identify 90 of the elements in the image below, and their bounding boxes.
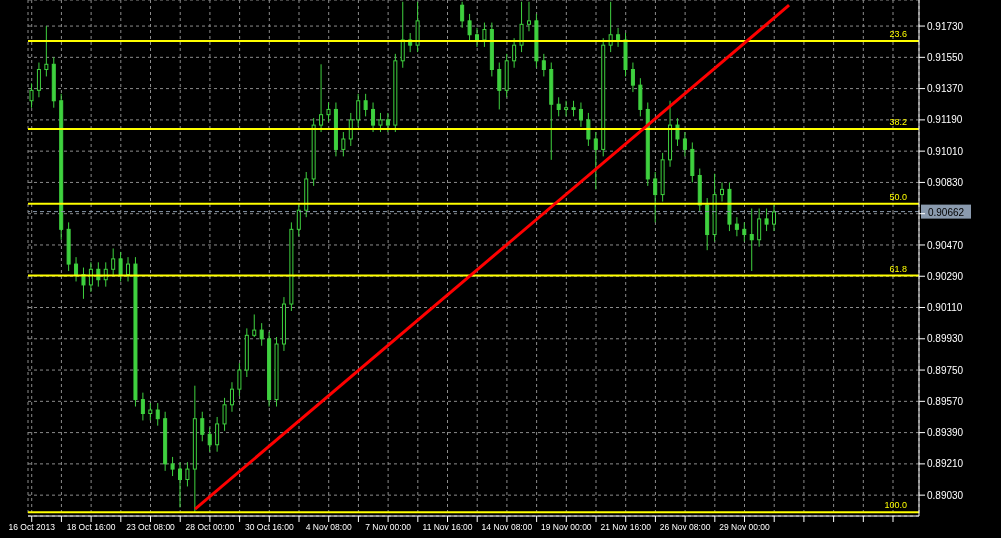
candlestick xyxy=(764,207,769,232)
candlestick xyxy=(363,93,368,117)
annotation: 50.0 xyxy=(889,191,907,202)
candlestick xyxy=(118,251,123,282)
x-tick-label: 28 Oct 00:00 xyxy=(185,522,235,533)
candlestick xyxy=(616,27,621,48)
candlestick xyxy=(126,256,131,282)
candlestick xyxy=(111,247,116,277)
candlestick xyxy=(586,112,591,147)
candlestick xyxy=(630,62,635,93)
candlestick xyxy=(170,456,175,477)
y-tick-label: 0.90470 xyxy=(927,239,964,251)
candlestick xyxy=(178,461,182,508)
candlestick xyxy=(734,216,739,237)
candlestick xyxy=(378,112,383,133)
candlestick xyxy=(541,53,546,77)
candlestick xyxy=(229,381,234,413)
x-tick-label: 14 Nov 08:00 xyxy=(481,522,533,533)
y-tick-label: 0.89030 xyxy=(927,489,964,501)
y-tick-label: 0.89390 xyxy=(927,427,964,439)
x-tick-label: 26 Nov 08:00 xyxy=(659,522,711,533)
candlestick xyxy=(81,267,86,300)
candlestick xyxy=(237,362,242,397)
x-tick-label: 21 Nov 16:00 xyxy=(600,522,652,533)
annotation: 23.6 xyxy=(889,29,907,39)
y-tick-label: 0.89570 xyxy=(927,395,964,407)
candlestick xyxy=(259,322,264,347)
candlestick xyxy=(36,62,41,98)
y-tick-label: 0.90290 xyxy=(927,270,964,282)
candlestick xyxy=(74,256,79,282)
y-tick-label: 0.89750 xyxy=(927,364,964,376)
candlestick xyxy=(757,207,762,248)
candlestick xyxy=(772,204,776,232)
y-tick-label: 0.89930 xyxy=(927,333,964,345)
annotation: 100.0 xyxy=(884,500,907,511)
candlestick xyxy=(207,426,212,453)
x-tick-label: 11 Nov 16:00 xyxy=(422,522,473,533)
candlestick xyxy=(653,171,658,223)
y-tick-label: 0.89210 xyxy=(927,458,964,470)
candlestick xyxy=(475,27,479,48)
y-tick-label: 0.91550 xyxy=(927,51,964,63)
x-tick-label: 30 Oct 16:00 xyxy=(244,522,294,533)
x-tick-label: 16 Oct 2013 xyxy=(8,522,56,533)
x-tick-label: 23 Oct 08:00 xyxy=(126,522,176,533)
candlestick xyxy=(593,131,598,190)
candlestick xyxy=(482,22,487,48)
candlestick xyxy=(460,1,465,29)
candlestick xyxy=(326,102,331,123)
candlestick xyxy=(385,112,390,133)
candlestick xyxy=(185,461,190,487)
ref-line-label: 0.90662 xyxy=(927,206,965,218)
x-tick-label: 29 Nov 00:00 xyxy=(719,522,771,533)
y-tick-label: 0.91010 xyxy=(927,145,964,157)
candlestick xyxy=(155,402,160,427)
y-tick-label: 0.91370 xyxy=(927,83,964,95)
y-tick-label: 0.91730 xyxy=(927,20,964,32)
candlestick xyxy=(222,397,227,432)
candlestick xyxy=(200,411,205,442)
candlestick xyxy=(675,117,680,147)
candlestick xyxy=(564,100,569,117)
candlestick xyxy=(252,313,257,338)
x-tick-label: 18 Oct 16:00 xyxy=(66,522,116,533)
x-tick-label: 7 Nov 00:00 xyxy=(365,522,412,533)
candlestick xyxy=(467,13,472,43)
candlestick xyxy=(29,82,34,109)
candlestick xyxy=(749,207,754,272)
candlestick xyxy=(720,181,725,203)
x-tick-label: 4 Nov 08:00 xyxy=(305,522,352,533)
candlestick xyxy=(348,112,353,147)
candlestick xyxy=(296,202,301,237)
y-tick-label: 0.90830 xyxy=(927,176,964,188)
candlestick xyxy=(341,131,346,157)
candlestick xyxy=(140,392,145,421)
y-tick-label: 0.90110 xyxy=(927,302,963,314)
candlestick xyxy=(512,37,517,69)
candlestick xyxy=(371,102,376,133)
candlestick xyxy=(742,221,747,242)
candlestick xyxy=(497,62,502,110)
candlestick xyxy=(556,96,561,117)
candlestick xyxy=(215,416,220,453)
annotation: 38.2 xyxy=(889,116,907,127)
candlestick xyxy=(44,25,49,77)
y-tick-label: 0.91190 xyxy=(927,114,963,126)
annotation: 61.8 xyxy=(889,263,907,274)
x-tick-label: 19 Nov 00:00 xyxy=(541,522,592,533)
candlestick xyxy=(319,63,324,133)
candlestick xyxy=(88,261,93,293)
candlestick xyxy=(356,93,361,128)
candlestick xyxy=(682,131,687,157)
candlestick xyxy=(578,102,583,128)
